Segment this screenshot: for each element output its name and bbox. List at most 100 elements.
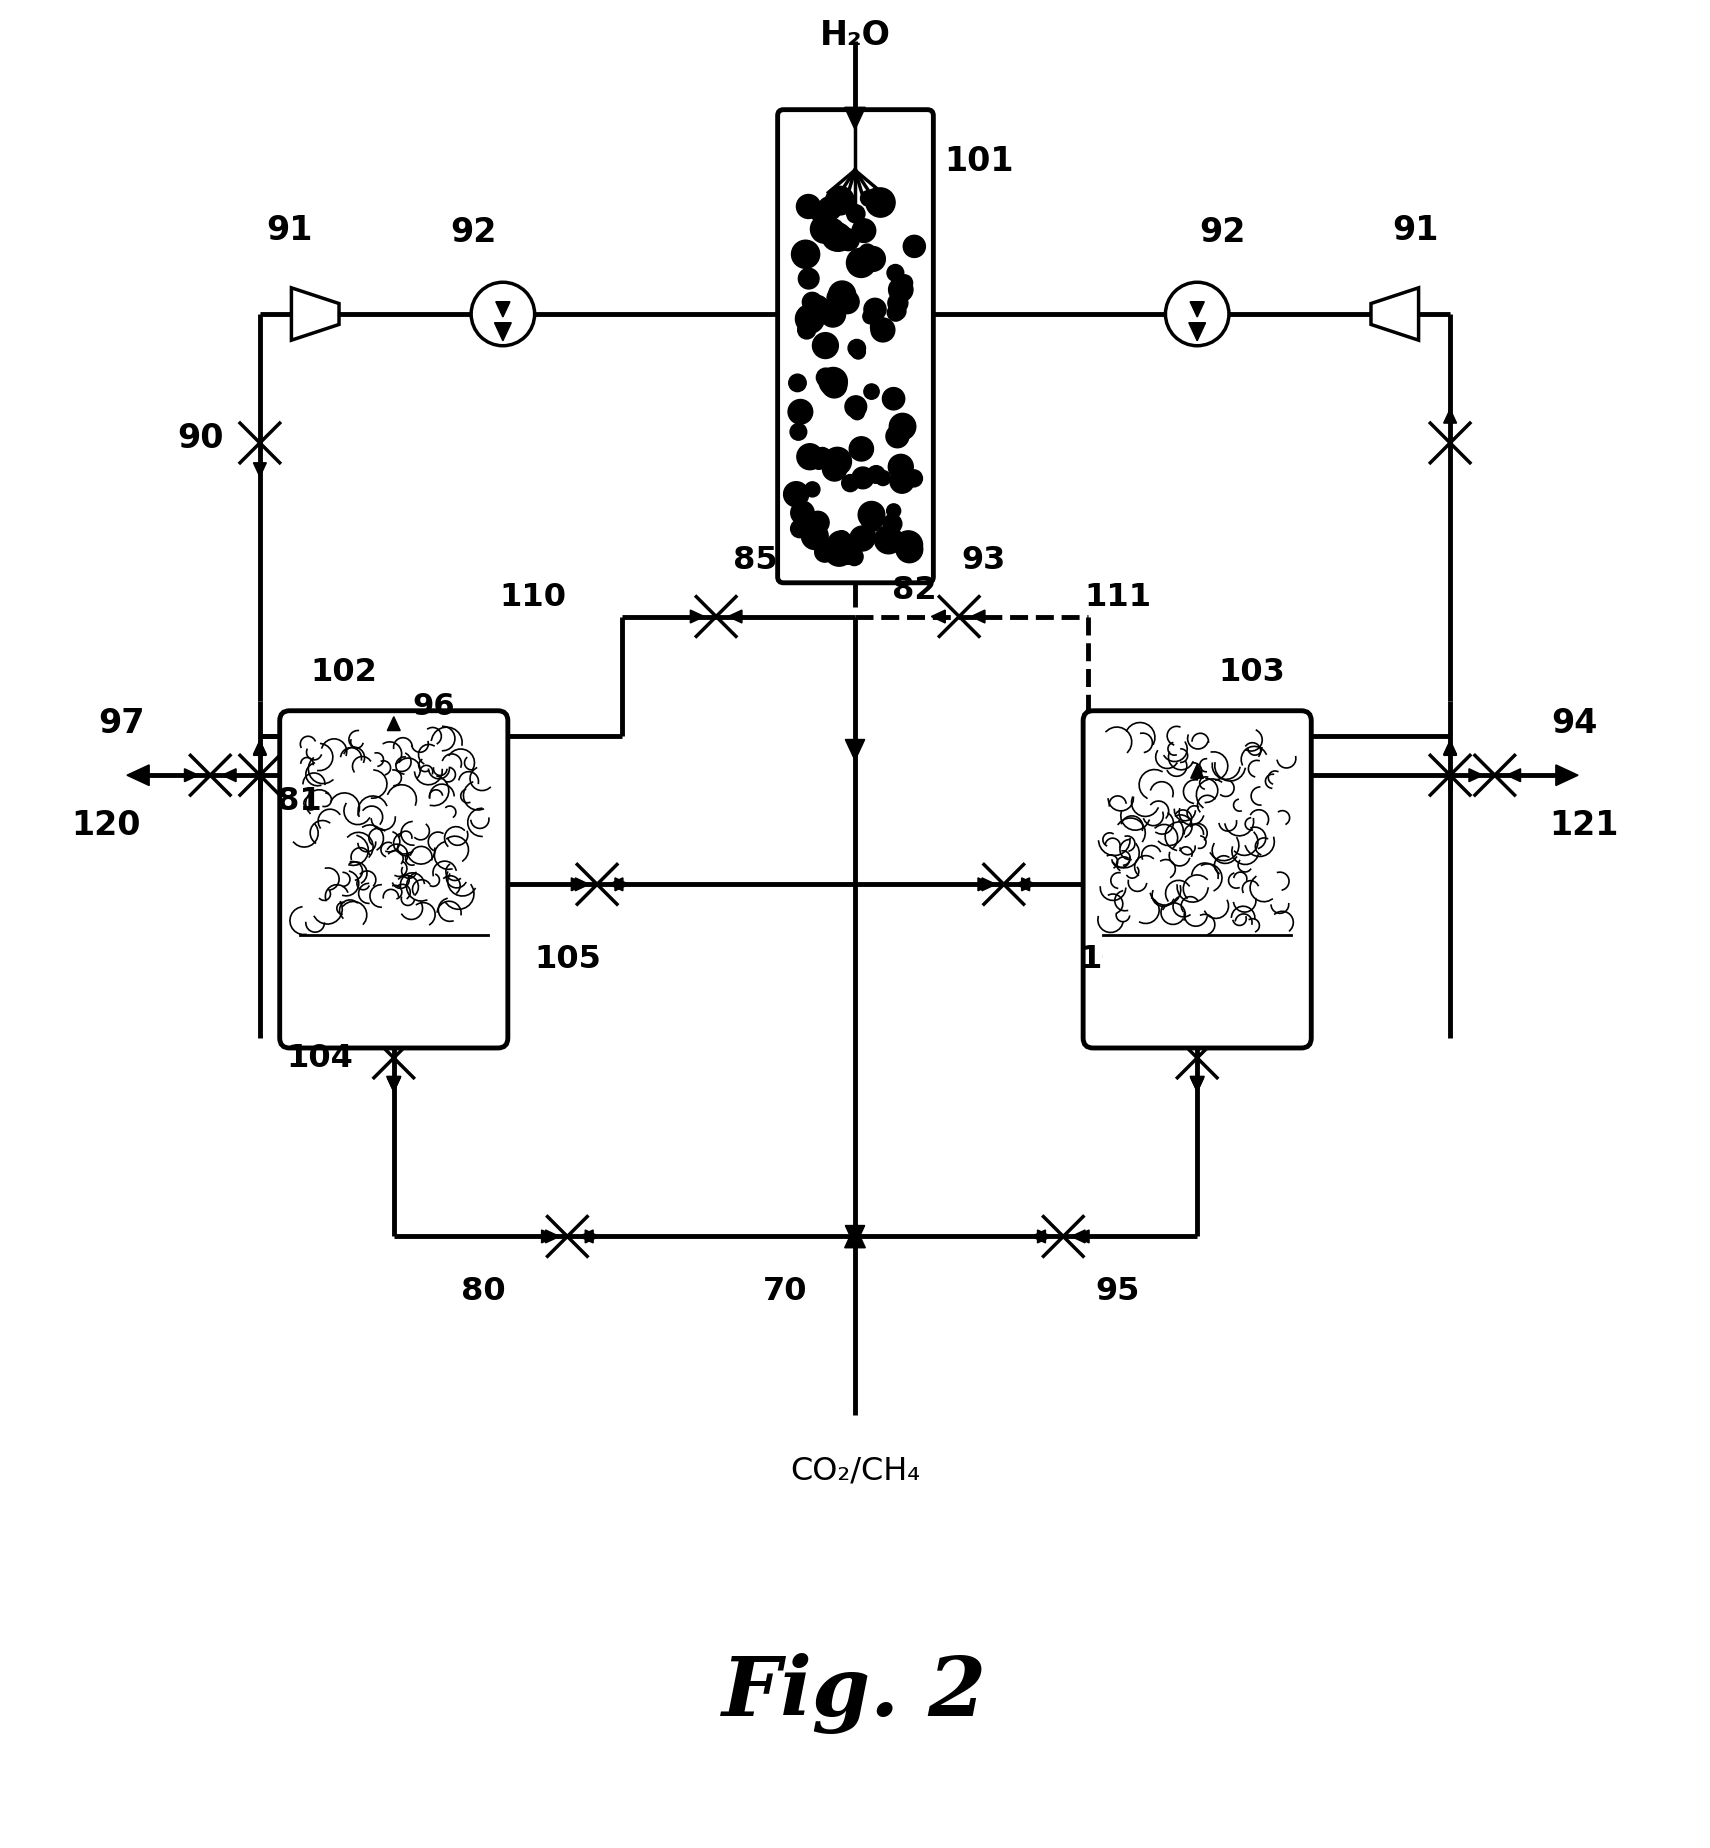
Circle shape (850, 407, 865, 421)
Circle shape (874, 527, 903, 554)
Text: 111: 111 (1084, 582, 1151, 614)
Circle shape (864, 299, 886, 322)
Text: Fig. 2: Fig. 2 (722, 1652, 988, 1733)
Circle shape (845, 549, 864, 565)
Circle shape (472, 283, 535, 347)
Circle shape (802, 523, 828, 551)
Circle shape (790, 521, 809, 538)
Polygon shape (971, 610, 985, 623)
Circle shape (823, 458, 846, 482)
Polygon shape (291, 288, 339, 342)
Circle shape (814, 543, 834, 564)
Polygon shape (388, 1077, 400, 1092)
Circle shape (826, 187, 855, 216)
Circle shape (788, 401, 812, 425)
Circle shape (862, 510, 882, 532)
Polygon shape (542, 1231, 556, 1244)
Circle shape (823, 373, 846, 399)
Circle shape (865, 188, 894, 218)
Circle shape (812, 333, 838, 359)
Circle shape (860, 527, 876, 541)
Circle shape (790, 425, 807, 442)
Circle shape (795, 305, 824, 334)
Circle shape (864, 384, 879, 399)
Circle shape (807, 512, 829, 534)
Polygon shape (1076, 1231, 1089, 1244)
Circle shape (850, 527, 876, 553)
Polygon shape (545, 1231, 559, 1244)
Text: 91: 91 (267, 214, 313, 248)
Circle shape (858, 503, 884, 529)
Text: 91: 91 (1392, 214, 1438, 248)
Polygon shape (609, 878, 622, 891)
Polygon shape (1507, 769, 1520, 782)
Polygon shape (580, 1231, 593, 1244)
Circle shape (802, 294, 823, 312)
Polygon shape (1443, 743, 1457, 756)
Polygon shape (1190, 1077, 1204, 1092)
Circle shape (819, 368, 848, 397)
Circle shape (860, 251, 876, 266)
Circle shape (889, 414, 917, 440)
Text: 97: 97 (97, 706, 144, 739)
Circle shape (799, 270, 819, 290)
Text: 95: 95 (1096, 1275, 1141, 1307)
Circle shape (867, 190, 884, 205)
Polygon shape (1443, 410, 1457, 423)
Text: 105: 105 (534, 944, 600, 974)
Polygon shape (1038, 1231, 1052, 1244)
Polygon shape (845, 739, 865, 761)
Circle shape (860, 248, 886, 272)
Circle shape (894, 532, 923, 560)
Text: 82: 82 (893, 575, 937, 606)
Polygon shape (845, 109, 865, 131)
Circle shape (817, 198, 841, 222)
Circle shape (882, 388, 905, 410)
Circle shape (792, 240, 819, 270)
Circle shape (887, 455, 913, 480)
Polygon shape (386, 1077, 400, 1092)
Polygon shape (1371, 288, 1419, 342)
Circle shape (828, 532, 853, 558)
Polygon shape (253, 743, 267, 756)
Text: 96: 96 (412, 691, 455, 721)
Polygon shape (728, 610, 742, 623)
Circle shape (903, 237, 925, 259)
Polygon shape (388, 717, 400, 732)
Polygon shape (585, 1231, 598, 1244)
Text: 121: 121 (1549, 809, 1619, 843)
FancyBboxPatch shape (280, 711, 508, 1048)
Circle shape (889, 469, 913, 493)
Circle shape (870, 320, 894, 342)
Circle shape (848, 340, 865, 359)
Polygon shape (845, 1225, 865, 1247)
Text: 103: 103 (1219, 656, 1286, 687)
Circle shape (828, 288, 850, 310)
Circle shape (846, 205, 865, 224)
Circle shape (887, 305, 905, 322)
Circle shape (823, 447, 852, 477)
Polygon shape (496, 303, 510, 318)
Text: 94: 94 (1551, 706, 1597, 739)
Circle shape (887, 266, 905, 283)
Circle shape (894, 418, 913, 438)
Polygon shape (1021, 878, 1036, 891)
Circle shape (797, 445, 823, 471)
Circle shape (882, 516, 901, 534)
Circle shape (814, 449, 831, 466)
Polygon shape (1556, 765, 1578, 785)
Polygon shape (932, 610, 946, 623)
Circle shape (805, 482, 819, 497)
Circle shape (889, 303, 906, 320)
Polygon shape (185, 769, 198, 782)
Circle shape (797, 196, 821, 220)
Polygon shape (1103, 946, 1291, 1027)
Text: 120: 120 (72, 809, 140, 843)
Circle shape (896, 536, 923, 564)
Circle shape (823, 224, 850, 251)
Polygon shape (253, 741, 267, 756)
Text: 105: 105 (1079, 944, 1146, 974)
Polygon shape (1016, 878, 1029, 891)
Circle shape (887, 505, 901, 519)
Circle shape (811, 451, 828, 469)
